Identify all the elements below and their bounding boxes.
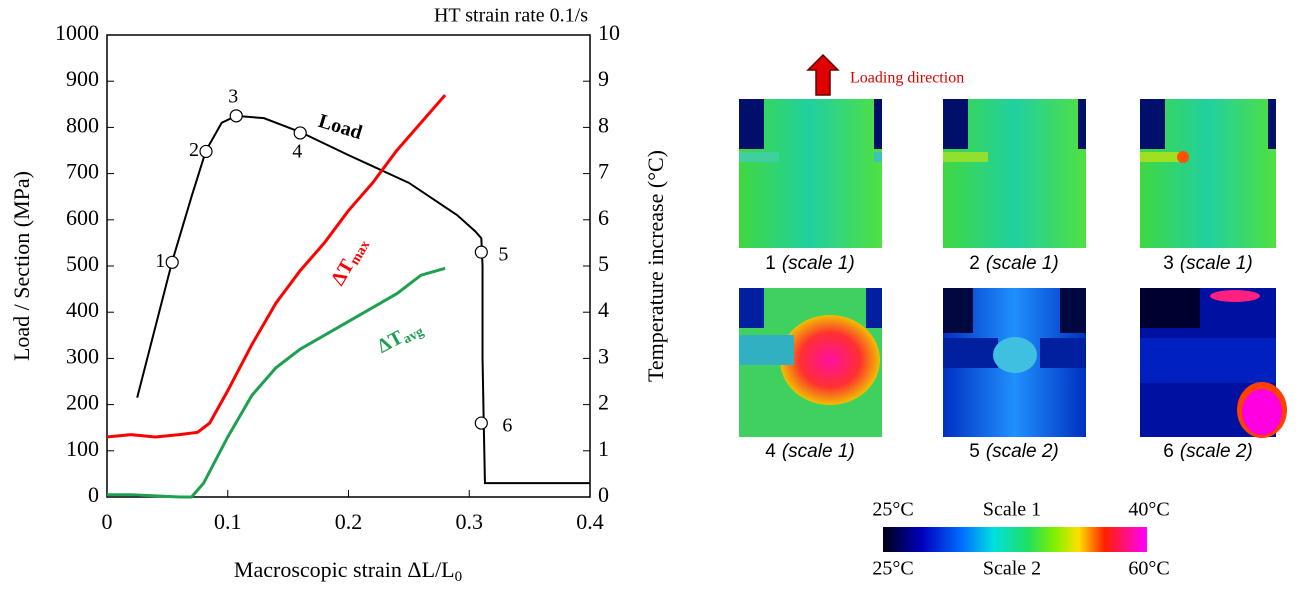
series-label-sub: max [348,238,374,268]
point-label: 1 [155,250,165,272]
y2-tick-label: 4 [598,297,609,322]
y-tick-label: 300 [66,343,99,368]
y2-tick-label: 5 [598,251,609,276]
x-tick-label: 0 [102,509,113,534]
panel-number: 2 [969,253,980,274]
y2-tick-label: 10 [598,20,620,45]
colorbar-label: 40°C [1128,499,1169,521]
panel-scale: (scale 2) [986,441,1059,462]
panel-scale: (scale 1) [1180,253,1253,274]
y2-tick-label: 7 [598,159,609,184]
point-label: 2 [189,139,199,161]
panel-number: 1 [765,253,776,274]
y-tick-label: 200 [66,390,99,415]
point-marker [293,126,307,140]
colorbar-label: 25°C [872,558,913,580]
series-line [106,94,447,439]
x-tick-label: 0.1 [214,509,242,534]
series-label-main: ΔT [373,326,407,358]
thermal-image [1140,288,1287,438]
y2-tick-label: 3 [598,343,609,368]
y-tick-label: 100 [66,436,99,461]
panel-scale: (scale 2) [1180,441,1253,462]
y2-axis-title: Temperature increase (°C) [643,150,668,382]
thermal-image [739,288,882,437]
colorbar-label: 25°C [872,499,913,521]
panel-caption: 5 (scale 2) [969,441,1058,462]
x-axis-title-sub: 0 [455,569,463,585]
y-tick-label: 600 [66,205,99,230]
y-tick-label: 1000 [55,20,99,45]
point-label: 4 [292,141,302,163]
panel-caption: 1 (scale 1) [765,253,854,274]
panel-number: 6 [1163,441,1174,462]
panel-caption: 4 (scale 1) [765,441,854,462]
panel-scale: (scale 1) [986,253,1059,274]
thermal-image [1140,99,1276,248]
colorbar-label: Scale 1 [983,499,1041,521]
x-tick-label: 0.3 [456,509,484,534]
loading-label: Loading direction [850,70,964,87]
y-tick-label: 800 [66,112,99,137]
thermal-image [943,99,1086,248]
point-marker [229,109,243,123]
y-tick-label: 500 [66,251,99,276]
point-label: 3 [228,85,238,107]
y2-tick-label: 0 [598,482,609,507]
colorbar-label: Scale 2 [983,558,1041,580]
thermal-image [943,288,1086,437]
y2-tick-label: 9 [598,66,609,91]
y-tick-label: 0 [88,482,99,507]
colorbar-label: 60°C [1128,558,1169,580]
thermal-image [739,99,882,248]
panel-caption: 6 (scale 2) [1163,441,1252,462]
y-axis-title: Load / Section (MPa) [9,171,34,361]
series-label-main: Load [316,110,365,144]
chart-title: HT strain rate 0.1/s [434,5,588,27]
series-line [136,114,590,485]
y2-tick-label: 2 [598,390,609,415]
series-label: ΔTavg [373,316,426,360]
colorbar [883,527,1147,552]
series-label: Load [316,110,365,144]
panel-number: 3 [1163,253,1174,274]
panel-scale: (scale 1) [782,441,855,462]
y-tick-label: 400 [66,297,99,322]
panel-caption: 2 (scale 1) [969,253,1058,274]
x-axis-title-main: Macroscopic strain ΔL/L [234,557,455,582]
x-axis-title: Macroscopic strain ΔL/L0 [234,557,462,585]
point-marker [474,416,488,430]
thermal-panel: Loading direction [739,53,1287,580]
loading-arrow [806,53,840,96]
point-marker [474,245,488,259]
point-marker [199,144,213,159]
series-line [107,266,446,499]
y2-tick-label: 8 [598,112,609,137]
y2-tick-label: 6 [598,205,609,230]
chart: HT strain rate 0.1/s01002003004005006007… [9,5,668,586]
y-tick-label: 700 [66,159,99,184]
x-tick-label: 0.2 [335,509,363,534]
panel-number: 5 [969,441,980,462]
panel-number: 4 [765,441,776,462]
point-marker [165,255,179,269]
series-label: ΔTmax [326,233,373,290]
panel-caption: 3 (scale 1) [1163,253,1252,274]
panel-scale: (scale 1) [782,253,855,274]
y-tick-label: 900 [66,66,99,91]
x-tick-label: 0.4 [576,509,604,534]
point-label: 5 [498,244,508,266]
y2-tick-label: 1 [598,436,609,461]
point-label: 6 [502,415,512,437]
